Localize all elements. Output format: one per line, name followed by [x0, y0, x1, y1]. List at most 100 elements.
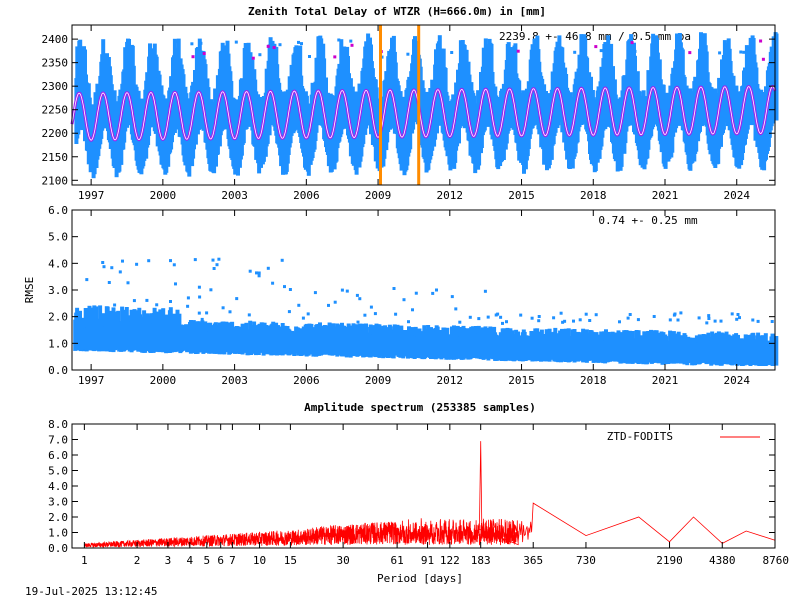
rmse-point — [200, 317, 204, 321]
ztd-point — [406, 52, 410, 56]
rmse-point — [559, 311, 563, 315]
rmse-point — [288, 288, 292, 291]
ztd-ytick-label: 2300 — [42, 80, 69, 93]
ztd-xtick-label: 2009 — [365, 189, 392, 202]
rmse-point — [151, 313, 155, 317]
rmse-point — [618, 320, 621, 324]
spectrum-ytick-label: 8.0 — [48, 418, 68, 431]
rmse-point — [102, 265, 106, 269]
rmse-point — [327, 303, 330, 307]
rmse-point — [584, 312, 588, 316]
spectrum-ytick-label: 3.0 — [48, 496, 68, 509]
spectrum-xlabel: Period [days] — [377, 572, 463, 585]
spectrum-xtick-label: 4380 — [709, 554, 736, 567]
rmse-xtick-label: 2024 — [723, 374, 750, 387]
rmse-point — [301, 316, 305, 320]
rmse-point — [431, 291, 435, 295]
ztd-outlier-point — [202, 52, 206, 55]
rmse-ytick-label: 5.0 — [48, 231, 68, 244]
spectrum-data-layer — [84, 441, 776, 548]
rmse-point — [636, 318, 640, 322]
rmse-point — [705, 321, 709, 325]
ztd-ytick-label: 2350 — [42, 57, 69, 70]
rmse-point — [345, 289, 349, 293]
rmse-point — [501, 321, 504, 325]
rmse-point — [113, 303, 117, 307]
spectrum-xtick-label: 122 — [440, 554, 460, 567]
rmse-point — [333, 300, 337, 304]
spectrum-title: Amplitude spectrum (253385 samples) — [304, 401, 536, 414]
spectrum-axes: 0.0 1.0 2.0 3.0 4.0 5.0 6.0 7.0 8.0 1 2 3 4 5 6 7 10 15 30… — [48, 418, 789, 567]
ztd-xtick-label: 2021 — [652, 189, 679, 202]
rmse-point — [297, 303, 301, 307]
ztd-outlier-point — [251, 56, 255, 60]
spectrum-plot-frame — [71, 423, 776, 549]
spectrum-xtick-label: 183 — [471, 554, 491, 567]
rmse-axes: 0.0 1.0 2.0 3.0 4.0 5.0 6.0 1997 2000 2003 2006 200… — [48, 204, 775, 387]
ztd-outlier-point — [350, 43, 354, 47]
rmse-point — [392, 287, 396, 290]
ztd-point — [82, 57, 86, 61]
ztd-xtick-label: 2003 — [221, 189, 248, 202]
rmse-point — [402, 298, 406, 302]
ztd-model-curve-highlight — [71, 85, 776, 141]
rmse-point — [107, 281, 111, 284]
rmse-point — [271, 281, 275, 285]
ztd-ytick-label: 2400 — [42, 33, 69, 46]
rmse-point — [519, 313, 523, 317]
rmse-point — [356, 320, 360, 324]
rmse-xtick-label: 2003 — [221, 374, 248, 387]
spectrum-ytick-label: 7.0 — [48, 434, 68, 447]
spectrum-xtick-label: 7 — [229, 554, 236, 567]
ztd-outlier-point — [594, 45, 598, 49]
rmse-point — [697, 316, 701, 320]
rmse-point — [280, 258, 284, 262]
rmse-point — [537, 319, 541, 323]
spectrum-line — [84, 441, 776, 548]
ztd-outlier-point — [761, 57, 765, 61]
rmse-point — [483, 289, 487, 293]
spectrum-ytick-label: 0.0 — [48, 542, 68, 555]
rmse-xtick-label: 2006 — [293, 374, 320, 387]
spectrum-xtick-label: 2 — [134, 554, 141, 567]
ztd-outlier-point — [333, 55, 337, 59]
spectrum-xtick-label: 365 — [523, 554, 543, 567]
rmse-point — [414, 291, 418, 295]
rmse-xtick-label: 2012 — [437, 374, 464, 387]
ztd-point — [258, 53, 262, 57]
rmse-ytick-label: 6.0 — [48, 204, 68, 217]
rmse-xtick-label: 2018 — [580, 374, 607, 387]
rmse-point — [126, 281, 130, 285]
rmse-point — [369, 305, 373, 309]
rmse-point — [306, 312, 310, 316]
rmse-point — [496, 312, 500, 316]
ztd-point — [532, 56, 536, 60]
rmse-point — [774, 336, 779, 366]
rmse-point — [373, 312, 377, 316]
spectrum-ytick-label: 2.0 — [48, 511, 68, 524]
rmse-ytick-label: 3.0 — [48, 284, 68, 297]
ztd-outlier-point — [688, 51, 692, 55]
rmse-point — [85, 278, 89, 282]
rmse-point — [212, 267, 216, 270]
rmse-point — [563, 319, 567, 323]
rmse-point — [530, 316, 534, 320]
rmse-point — [578, 318, 582, 322]
rmse-point — [552, 316, 556, 320]
ztd-point — [739, 50, 743, 54]
rmse-point — [255, 271, 258, 275]
ztd-xtick-label: 2000 — [150, 189, 177, 202]
rmse-point — [172, 263, 176, 267]
rmse-point — [147, 259, 151, 263]
spectrum-ytick-label: 4.0 — [48, 480, 68, 493]
spectrum-xtick-label: 61 — [390, 554, 403, 567]
ztd-point — [173, 55, 176, 59]
rmse-point — [248, 269, 252, 273]
ztd-xtick-label: 2006 — [293, 189, 320, 202]
ztd-ytick-label: 2100 — [42, 174, 69, 187]
rmse-point — [110, 266, 114, 270]
rmse-point — [707, 314, 711, 318]
rmse-point — [132, 299, 136, 303]
ztd-plot-frame — [71, 24, 776, 186]
rmse-point — [221, 306, 225, 310]
